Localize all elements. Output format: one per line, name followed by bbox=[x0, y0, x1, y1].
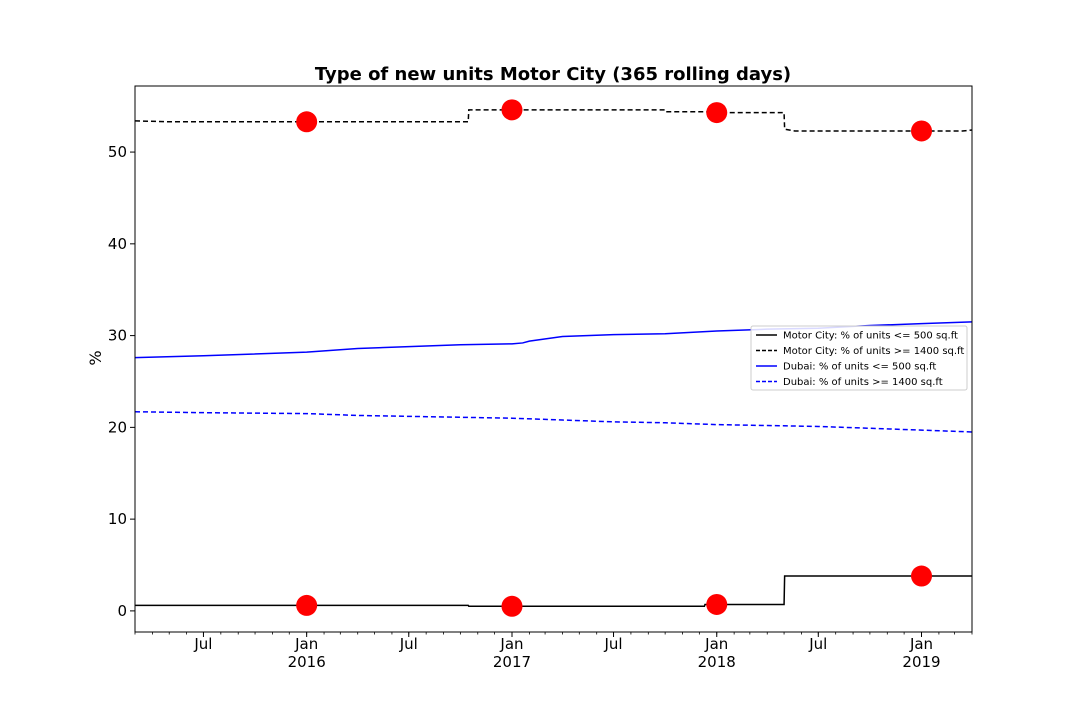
x-tick-year-label: 2016 bbox=[288, 653, 326, 671]
x-tick-year-label: 2019 bbox=[902, 653, 940, 671]
legend-label: Motor City: % of units >= 1400 sq.ft bbox=[783, 346, 964, 357]
legend-label: Dubai: % of units <= 500 sq.ft bbox=[783, 362, 936, 373]
y-tick-label: 40 bbox=[108, 235, 127, 253]
y-tick-label: 30 bbox=[108, 327, 127, 345]
series-line-4 bbox=[134, 411, 973, 433]
data-point-marker bbox=[706, 102, 728, 124]
data-point-marker bbox=[296, 594, 318, 616]
y-tick-label: 0 bbox=[117, 602, 127, 620]
y-axis-label: % bbox=[86, 350, 105, 365]
data-point-marker bbox=[501, 595, 523, 617]
legend-box bbox=[750, 325, 968, 391]
plot-frame bbox=[134, 85, 973, 633]
data-point-marker bbox=[911, 565, 933, 587]
series-line-2 bbox=[134, 109, 973, 132]
x-tick-label: Jul bbox=[603, 635, 622, 653]
legend-label: Motor City: % of units <= 500 sq.ft bbox=[783, 331, 958, 342]
y-tick-label: 20 bbox=[108, 418, 127, 436]
x-tick-label: Jul bbox=[808, 635, 827, 653]
x-tick-label: Jul bbox=[399, 635, 418, 653]
x-tick-label: Jan bbox=[704, 635, 728, 653]
chart-title: Type of new units Motor City (365 rollin… bbox=[315, 64, 791, 85]
y-tick-label: 10 bbox=[108, 510, 127, 528]
y-tick-label: 50 bbox=[108, 143, 127, 161]
legend-label: Dubai: % of units >= 1400 sq.ft bbox=[783, 377, 943, 388]
series-line-1 bbox=[135, 575, 972, 608]
x-tick-label: Jan bbox=[909, 635, 933, 653]
data-point-marker bbox=[911, 120, 933, 142]
x-tick-label: Jul bbox=[193, 635, 212, 653]
x-tick-label: Jan bbox=[294, 635, 318, 653]
x-tick-label: Jan bbox=[499, 635, 523, 653]
x-tick-year-label: 2017 bbox=[493, 653, 531, 671]
data-point-marker bbox=[296, 111, 318, 133]
data-point-marker bbox=[501, 99, 523, 121]
x-tick-year-label: 2018 bbox=[698, 653, 736, 671]
legend: Motor City: % of units <= 500 sq.ft Motor… bbox=[750, 325, 968, 391]
data-point-marker bbox=[706, 593, 728, 615]
marker-layer bbox=[296, 99, 933, 617]
